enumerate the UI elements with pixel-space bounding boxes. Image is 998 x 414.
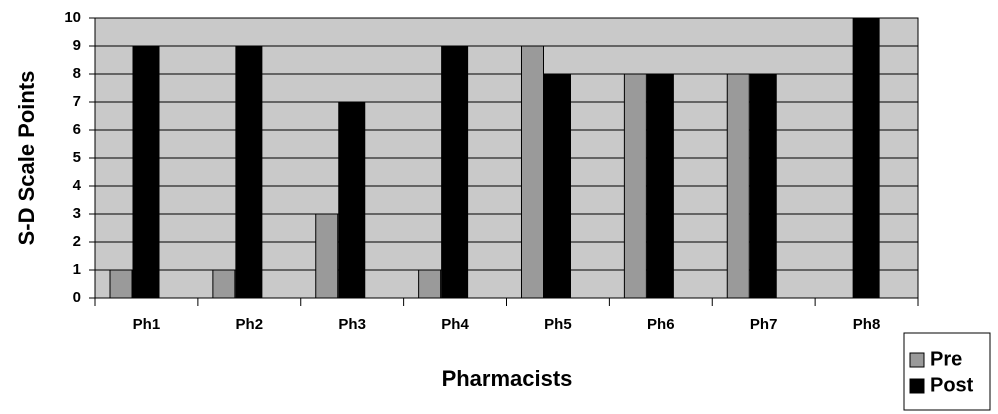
bar bbox=[521, 45, 544, 299]
bar bbox=[338, 101, 366, 299]
x-tick-label: Ph5 bbox=[544, 316, 572, 333]
y-tick-label: 5 bbox=[73, 149, 81, 166]
x-tick-label: Ph7 bbox=[750, 316, 778, 333]
y-tick-label: 0 bbox=[73, 289, 81, 306]
bar bbox=[132, 45, 160, 299]
x-tick-label: Ph1 bbox=[133, 316, 161, 333]
y-tick-label: 3 bbox=[73, 205, 81, 222]
bar bbox=[623, 73, 647, 299]
legend-swatch bbox=[909, 378, 925, 394]
x-tick-label: Ph2 bbox=[236, 316, 264, 333]
x-tick-label: Ph3 bbox=[338, 316, 366, 333]
y-axis-label: S-D Scale Points bbox=[14, 71, 39, 246]
legend-box bbox=[903, 332, 991, 411]
y-tick-label: 10 bbox=[64, 9, 81, 26]
y-tick-label: 2 bbox=[73, 233, 81, 250]
y-tick-label: 6 bbox=[73, 121, 81, 138]
y-tick-label: 8 bbox=[73, 65, 81, 82]
y-tick-label: 4 bbox=[73, 177, 82, 194]
bar bbox=[646, 73, 674, 299]
y-tick-label: 9 bbox=[73, 37, 81, 54]
bar bbox=[726, 73, 750, 299]
bar bbox=[852, 17, 880, 299]
x-tick-label: Ph6 bbox=[647, 316, 675, 333]
bar bbox=[212, 269, 236, 299]
bar bbox=[109, 269, 133, 299]
y-tick-label: 7 bbox=[73, 93, 81, 110]
bar bbox=[418, 269, 442, 299]
bar bbox=[235, 45, 263, 299]
bar bbox=[441, 45, 469, 299]
bar bbox=[315, 213, 339, 299]
bar bbox=[544, 73, 571, 299]
legend-label: Pre bbox=[930, 348, 962, 370]
y-tick-label: 1 bbox=[73, 261, 81, 278]
x-axis-label: Pharmacists bbox=[442, 366, 573, 391]
legend-label: Post bbox=[930, 374, 974, 396]
bar bbox=[749, 73, 777, 299]
legend-swatch bbox=[909, 352, 925, 368]
x-tick-label: Ph4 bbox=[441, 316, 469, 333]
x-tick-label: Ph8 bbox=[853, 316, 881, 333]
